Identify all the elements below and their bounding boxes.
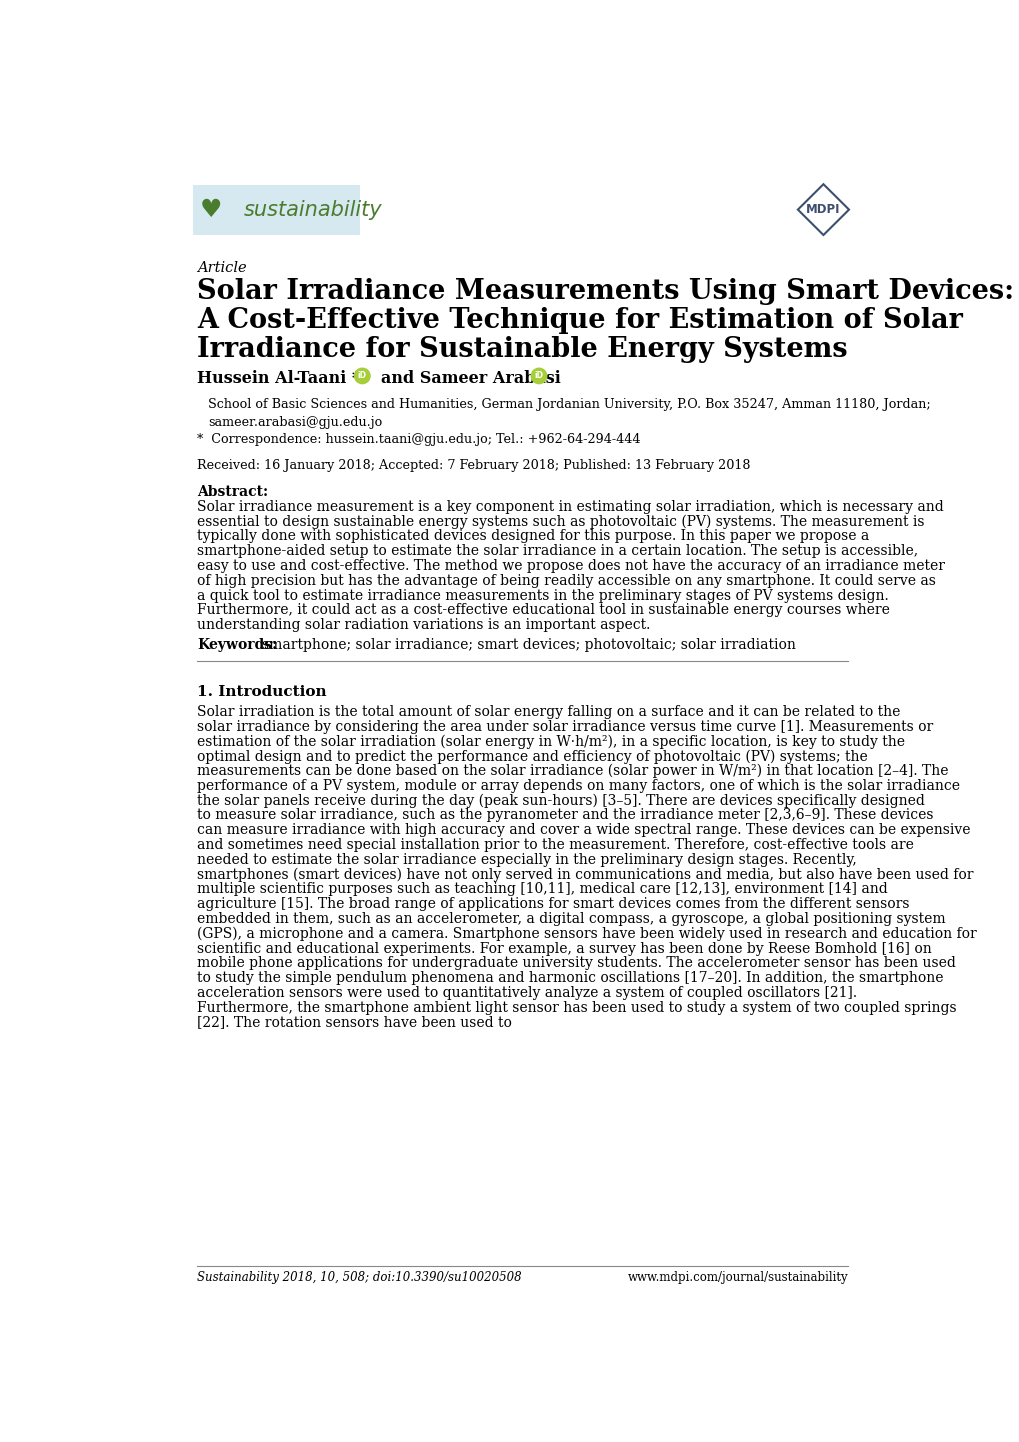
- Text: ♥: ♥: [200, 198, 222, 222]
- Text: Keywords:: Keywords:: [197, 637, 277, 652]
- Text: to study the simple pendulum phenomena and harmonic oscillations [17–20]. In add: to study the simple pendulum phenomena a…: [197, 970, 943, 985]
- Text: agriculture [15]. The broad range of applications for smart devices comes from t: agriculture [15]. The broad range of app…: [197, 897, 909, 911]
- Text: scientific and educational experiments. For example, a survey has been done by R: scientific and educational experiments. …: [197, 942, 931, 956]
- Text: MDPI: MDPI: [805, 203, 840, 216]
- Text: Article: Article: [197, 261, 247, 275]
- Text: easy to use and cost-effective. The method we propose does not have the accuracy: easy to use and cost-effective. The meth…: [197, 559, 945, 572]
- Text: Furthermore, the smartphone ambient light sensor has been used to study a system: Furthermore, the smartphone ambient ligh…: [197, 1001, 956, 1015]
- Text: Sustainability 2018, 10, 508; doi:10.3390/su10020508: Sustainability 2018, 10, 508; doi:10.339…: [197, 1270, 522, 1283]
- Text: *  Correspondence: hussein.taani@gju.edu.jo; Tel.: +962-64-294-444: * Correspondence: hussein.taani@gju.edu.…: [197, 433, 640, 447]
- Text: sameer.arabasi@gju.edu.jo: sameer.arabasi@gju.edu.jo: [208, 417, 382, 430]
- Text: needed to estimate the solar irradiance especially in the preliminary design sta: needed to estimate the solar irradiance …: [197, 852, 856, 867]
- Text: of high precision but has the advantage of being readily accessible on any smart: of high precision but has the advantage …: [197, 574, 935, 588]
- Text: iD: iD: [358, 372, 367, 381]
- Text: Received: 16 January 2018; Accepted: 7 February 2018; Published: 13 February 201: Received: 16 January 2018; Accepted: 7 F…: [197, 460, 750, 473]
- Text: Hussein Al-Taani *: Hussein Al-Taani *: [197, 371, 361, 386]
- Text: embedded in them, such as an accelerometer, a digital compass, a gyroscope, a gl: embedded in them, such as an acceleromet…: [197, 911, 945, 926]
- Text: [22]. The rotation sensors have been used to: [22]. The rotation sensors have been use…: [197, 1015, 512, 1030]
- Text: estimation of the solar irradiation (solar energy in W·h/m²), in a specific loca: estimation of the solar irradiation (sol…: [197, 734, 905, 748]
- Circle shape: [355, 368, 370, 384]
- Text: Solar irradiance measurement is a key component in estimating solar irradiation,: Solar irradiance measurement is a key co…: [197, 500, 943, 513]
- Text: typically done with sophisticated devices designed for this purpose. In this pap: typically done with sophisticated device…: [197, 529, 868, 544]
- Text: smartphones (smart devices) have not only served in communications and media, bu: smartphones (smart devices) have not onl…: [197, 868, 973, 883]
- Text: and Sameer Arabasi: and Sameer Arabasi: [380, 371, 560, 386]
- Text: performance of a PV system, module or array depends on many factors, one of whic: performance of a PV system, module or ar…: [197, 779, 959, 793]
- Text: sustainability: sustainability: [244, 199, 382, 219]
- Text: Abstract:: Abstract:: [197, 485, 268, 499]
- Text: a quick tool to estimate irradiance measurements in the preliminary stages of PV: a quick tool to estimate irradiance meas…: [197, 588, 889, 603]
- Text: A Cost-Effective Technique for Estimation of Solar: A Cost-Effective Technique for Estimatio…: [197, 307, 962, 335]
- Text: Irradiance for Sustainable Energy Systems: Irradiance for Sustainable Energy System…: [197, 336, 847, 363]
- Text: can measure irradiance with high accuracy and cover a wide spectral range. These: can measure irradiance with high accurac…: [197, 823, 970, 838]
- Text: iD: iD: [534, 372, 543, 381]
- Text: Solar Irradiance Measurements Using Smart Devices:: Solar Irradiance Measurements Using Smar…: [197, 278, 1013, 304]
- Text: 1. Introduction: 1. Introduction: [197, 685, 326, 699]
- Text: smartphone; solar irradiance; smart devices; photovoltaic; solar irradiation: smartphone; solar irradiance; smart devi…: [262, 637, 796, 652]
- Text: measurements can be done based on the solar irradiance (solar power in W/m²) in : measurements can be done based on the so…: [197, 764, 948, 779]
- Text: www.mdpi.com/journal/sustainability: www.mdpi.com/journal/sustainability: [627, 1270, 848, 1283]
- Text: essential to design sustainable energy systems such as photovoltaic (PV) systems: essential to design sustainable energy s…: [197, 515, 924, 529]
- Text: (GPS), a microphone and a camera. Smartphone sensors have been widely used in re: (GPS), a microphone and a camera. Smartp…: [197, 927, 976, 942]
- Text: Solar irradiation is the total amount of solar energy falling on a surface and i: Solar irradiation is the total amount of…: [197, 705, 900, 720]
- Text: School of Basic Sciences and Humanities, German Jordanian University, P.O. Box 3: School of Basic Sciences and Humanities,…: [208, 398, 929, 411]
- Text: multiple scientific purposes such as teaching [10,11], medical care [12,13], env: multiple scientific purposes such as tea…: [197, 883, 888, 897]
- Text: smartphone-aided setup to estimate the solar irradiance in a certain location. T: smartphone-aided setup to estimate the s…: [197, 544, 917, 558]
- Text: acceleration sensors were used to quantitatively analyze a system of coupled osc: acceleration sensors were used to quanti…: [197, 986, 857, 999]
- Text: mobile phone applications for undergraduate university students. The acceleromet: mobile phone applications for undergradu…: [197, 956, 955, 970]
- Text: Furthermore, it could act as a cost-effective educational tool in sustainable en: Furthermore, it could act as a cost-effe…: [197, 603, 890, 617]
- Text: understanding solar radiation variations is an important aspect.: understanding solar radiation variations…: [197, 619, 650, 632]
- Text: and sometimes need special installation prior to the measurement. Therefore, cos: and sometimes need special installation …: [197, 838, 913, 852]
- Text: optimal design and to predict the performance and efficiency of photovoltaic (PV: optimal design and to predict the perfor…: [197, 750, 867, 764]
- FancyBboxPatch shape: [194, 185, 360, 235]
- Circle shape: [531, 368, 546, 384]
- Text: to measure solar irradiance, such as the pyranometer and the irradiance meter [2: to measure solar irradiance, such as the…: [197, 809, 932, 822]
- Text: the solar panels receive during the day (peak sun-hours) [3–5]. There are device: the solar panels receive during the day …: [197, 793, 924, 808]
- Text: solar irradiance by considering the area under solar irradiance versus time curv: solar irradiance by considering the area…: [197, 720, 932, 734]
